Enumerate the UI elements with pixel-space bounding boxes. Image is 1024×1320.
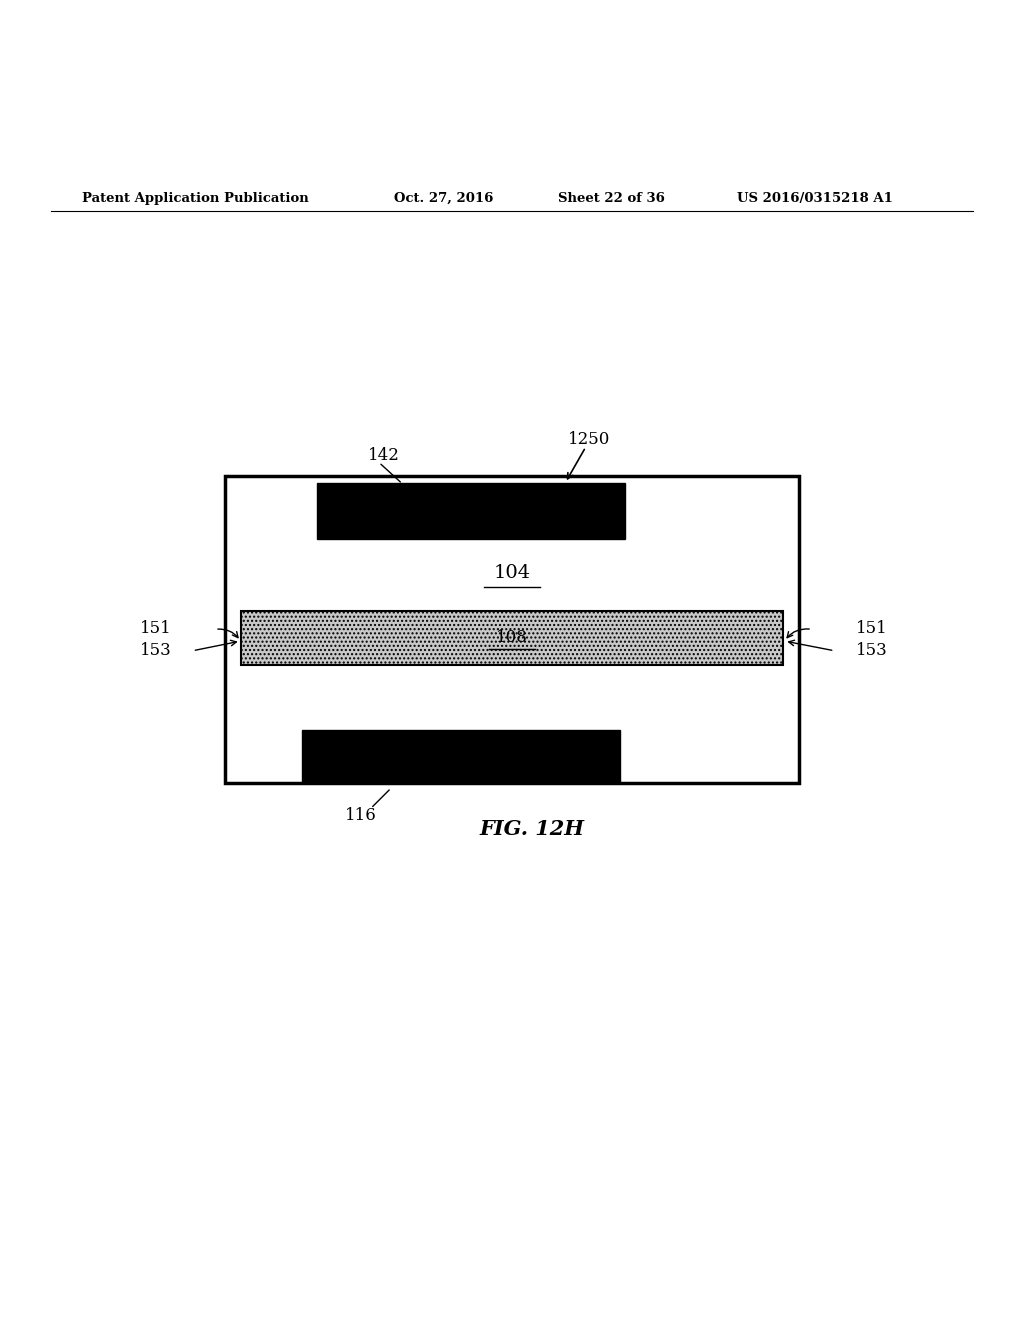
- Text: 116: 116: [344, 807, 377, 824]
- Text: FIG. 12H: FIG. 12H: [480, 818, 585, 840]
- Text: 153: 153: [140, 643, 172, 659]
- Bar: [302, 730, 620, 783]
- Text: 104: 104: [494, 564, 530, 582]
- Bar: [225, 475, 799, 783]
- Text: 108: 108: [496, 630, 528, 647]
- Text: Oct. 27, 2016: Oct. 27, 2016: [394, 191, 494, 205]
- Text: Sheet 22 of 36: Sheet 22 of 36: [558, 191, 665, 205]
- Bar: [317, 483, 625, 539]
- Bar: [241, 611, 783, 665]
- Text: 142: 142: [368, 446, 400, 463]
- Text: 112: 112: [494, 738, 530, 756]
- Text: 151: 151: [140, 620, 172, 636]
- Text: Patent Application Publication: Patent Application Publication: [82, 191, 308, 205]
- Text: 151: 151: [856, 620, 888, 636]
- Text: 153: 153: [856, 643, 888, 659]
- Text: US 2016/0315218 A1: US 2016/0315218 A1: [737, 191, 893, 205]
- Text: 1250: 1250: [567, 432, 610, 449]
